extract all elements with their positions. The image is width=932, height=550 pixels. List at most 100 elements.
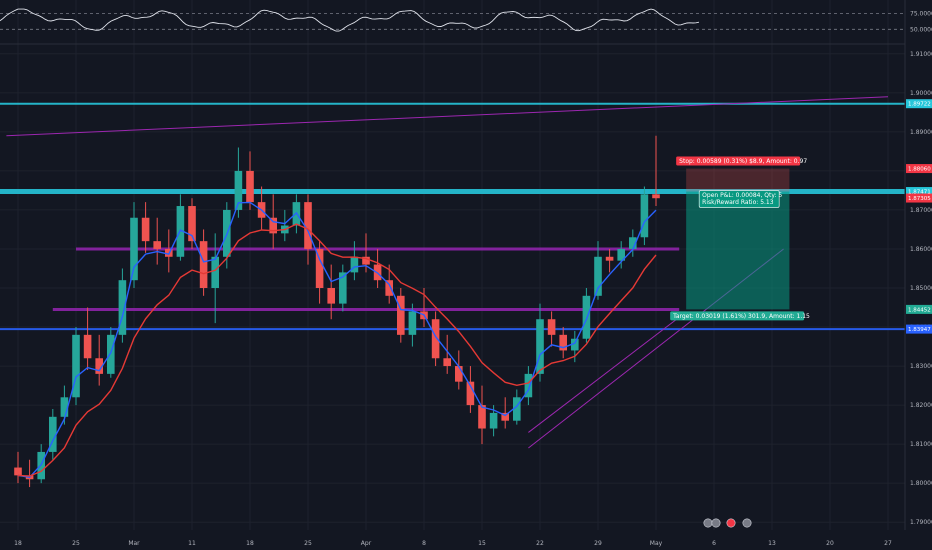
x-tick-label: Mar	[128, 540, 140, 547]
x-tick-label: May	[650, 540, 663, 547]
x-tick-label: 8	[422, 540, 426, 547]
x-tick-label: 25	[304, 540, 312, 547]
y-tick-label: 1.86000	[910, 246, 932, 253]
ema-fast-line	[17, 201, 657, 479]
candle-body	[362, 256, 370, 265]
candle-body	[571, 338, 579, 351]
y-tick-label: 1.81000	[910, 441, 932, 448]
candle-body	[118, 280, 127, 335]
price-tag-label: 1.89722	[908, 102, 931, 108]
candle-body	[130, 217, 138, 281]
candle-body	[640, 194, 649, 238]
y-tick-label: 1.85000	[910, 285, 932, 292]
event-icon	[703, 518, 713, 528]
x-tick-label: 25	[72, 540, 80, 547]
candle-body	[513, 397, 521, 421]
y-tick-label: 1.91000	[910, 51, 932, 58]
price-tag	[906, 193, 932, 203]
x-tick-label: 29	[594, 540, 602, 547]
candle-body	[107, 334, 115, 374]
price-tag-label: 1.83947	[908, 327, 931, 333]
candle-body	[547, 319, 556, 335]
price-tag-label: 1.84452	[908, 307, 931, 313]
price-tag-label: 1.87305	[908, 196, 931, 202]
event-icon	[726, 518, 736, 528]
y-tick-label: 1.87000	[910, 207, 932, 214]
candle-body	[605, 256, 614, 261]
position-labels: Stop: 0.00589 (0.31%) $8.9, Amount: 0.97…	[670, 156, 810, 321]
candle-body	[269, 217, 277, 234]
candle-body	[153, 241, 161, 249]
oscillator-pane: 75.0000 50.0000	[0, 8, 932, 33]
candle-body	[327, 288, 335, 304]
candle-body	[455, 366, 463, 382]
candle-body	[141, 217, 150, 242]
candle-body	[408, 311, 417, 335]
candle-body	[95, 358, 103, 374]
candle-body	[234, 170, 243, 210]
candle-body	[594, 256, 602, 296]
candle-body	[617, 248, 625, 261]
x-tick-label: 27	[884, 540, 892, 547]
x-tick-label: 13	[768, 540, 776, 547]
moving-averages	[17, 201, 657, 479]
candle-body	[304, 202, 312, 249]
candle-body	[397, 295, 405, 335]
candle-body	[431, 319, 440, 359]
price-tag	[906, 99, 932, 109]
long-position-tool[interactable]	[686, 168, 790, 310]
target-label-box	[670, 311, 805, 321]
y-tick-label: 1.90000	[910, 90, 932, 97]
price-tag	[906, 304, 932, 314]
risk-zone	[686, 168, 790, 192]
price-tag	[906, 187, 932, 197]
candle-body	[60, 397, 69, 417]
oscillator-level-label: 50.0000	[910, 26, 932, 33]
candle-body	[466, 381, 475, 406]
y-tick-label: 1.79000	[910, 519, 932, 526]
price-tag-label: 1.87471	[908, 190, 931, 196]
candle-body	[14, 467, 22, 476]
price-tag	[906, 164, 932, 174]
x-tick-label: 18	[14, 540, 22, 547]
candle-body	[211, 256, 219, 288]
candle-body	[629, 237, 637, 249]
pnl-label-line-1: Open P&L: 0.00084, Qty: 5	[702, 192, 782, 199]
candle-body	[582, 295, 591, 339]
candle-body	[199, 241, 208, 288]
candle-body	[478, 405, 486, 429]
reward-zone	[686, 191, 790, 310]
event-icon	[711, 518, 721, 528]
pnl-label-line-2: Risk/Reward Ratio: 5.13	[702, 199, 774, 206]
y-tick-label: 1.82000	[910, 402, 932, 409]
x-tick-label: 22	[536, 540, 544, 547]
trend-line	[528, 316, 680, 433]
candle-body	[489, 412, 498, 429]
x-tick-label: 20	[826, 540, 834, 547]
stop-label-box	[676, 156, 801, 166]
candle-body	[559, 334, 567, 351]
candle-body	[536, 319, 544, 374]
price-tag	[906, 324, 932, 334]
time-axis: 18 25 Mar 11 18 25 Apr 8 15 22 29 May 6 13 20 27	[14, 540, 892, 547]
event-icon	[742, 518, 752, 528]
y-tick-label: 1.83000	[910, 363, 932, 370]
target-label: Target: 0.03019 (1.61%) 301.9, Amount: 1…	[672, 313, 810, 320]
x-tick-label: 11	[188, 540, 196, 547]
oscillator-line	[0, 8, 700, 32]
y-tick-label: 1.89000	[910, 129, 932, 136]
trend-line	[6, 96, 889, 137]
candle-body	[501, 412, 509, 421]
stop-label: Stop: 0.00589 (0.31%) $8.9, Amount: 0.97	[679, 158, 807, 165]
oscillator-level-label: 75.0000	[910, 11, 932, 18]
candle-body	[72, 334, 80, 398]
candle-body	[83, 334, 92, 359]
candle-body	[524, 373, 533, 398]
price-axis: 1.910001.900001.890001.880001.870001.860…	[904, 0, 932, 530]
ema-slow-line	[17, 223, 657, 477]
x-tick-label: 6	[712, 540, 716, 547]
candle-body	[385, 280, 393, 296]
event-icons[interactable]	[703, 518, 752, 528]
